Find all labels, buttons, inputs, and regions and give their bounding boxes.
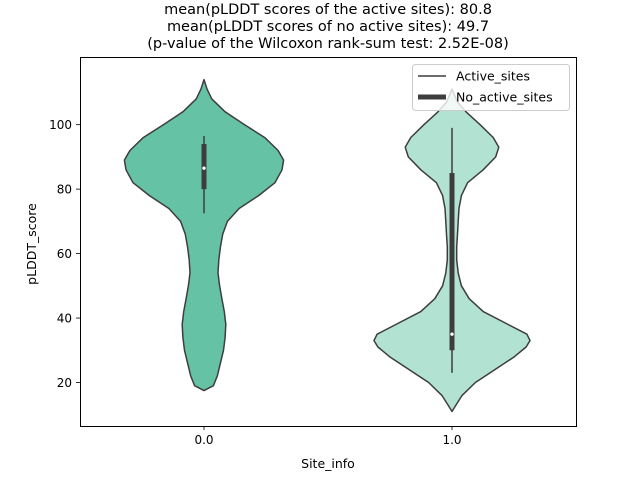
- x-tick-label-1.0: 1.0: [442, 433, 461, 447]
- x-axis-ticks: 0.0 1.0: [194, 426, 462, 447]
- violins-layer: [123, 78, 531, 413]
- violin-median-active-sites: [202, 166, 206, 170]
- y-tick-label-80: 80: [57, 183, 72, 197]
- x-tick-label-0.0: 0.0: [194, 433, 213, 447]
- y-axis-label: pLDDT_score: [24, 203, 39, 285]
- title-line-2: mean(pLDDT scores of no active sites): 4…: [167, 19, 489, 35]
- violin-body-active-sites: [123, 78, 285, 392]
- title-line-3: (p-value of the Wilcoxon rank-sum test: …: [147, 36, 508, 52]
- legend-box: [412, 64, 570, 111]
- violin-median-no-active-sites: [450, 332, 454, 336]
- legend-label-no-active-sites: No_active_sites: [456, 90, 553, 105]
- y-axis-ticks: 20 40 60 80 100: [49, 118, 80, 390]
- plot-frame: [80, 57, 577, 427]
- y-tick-label-20: 20: [57, 376, 72, 390]
- legend-label-active-sites: Active_sites: [456, 69, 530, 84]
- y-tick-label-100: 100: [49, 118, 72, 132]
- y-tick-label-60: 60: [57, 247, 72, 261]
- chart-title: mean(pLDDT scores of the active sites): …: [147, 2, 508, 52]
- x-axis-label: Site_info: [301, 456, 355, 471]
- legend: Active_sites No_active_sites: [412, 64, 570, 111]
- title-line-1: mean(pLDDT scores of the active sites): …: [164, 2, 492, 18]
- y-tick-label-40: 40: [57, 312, 72, 326]
